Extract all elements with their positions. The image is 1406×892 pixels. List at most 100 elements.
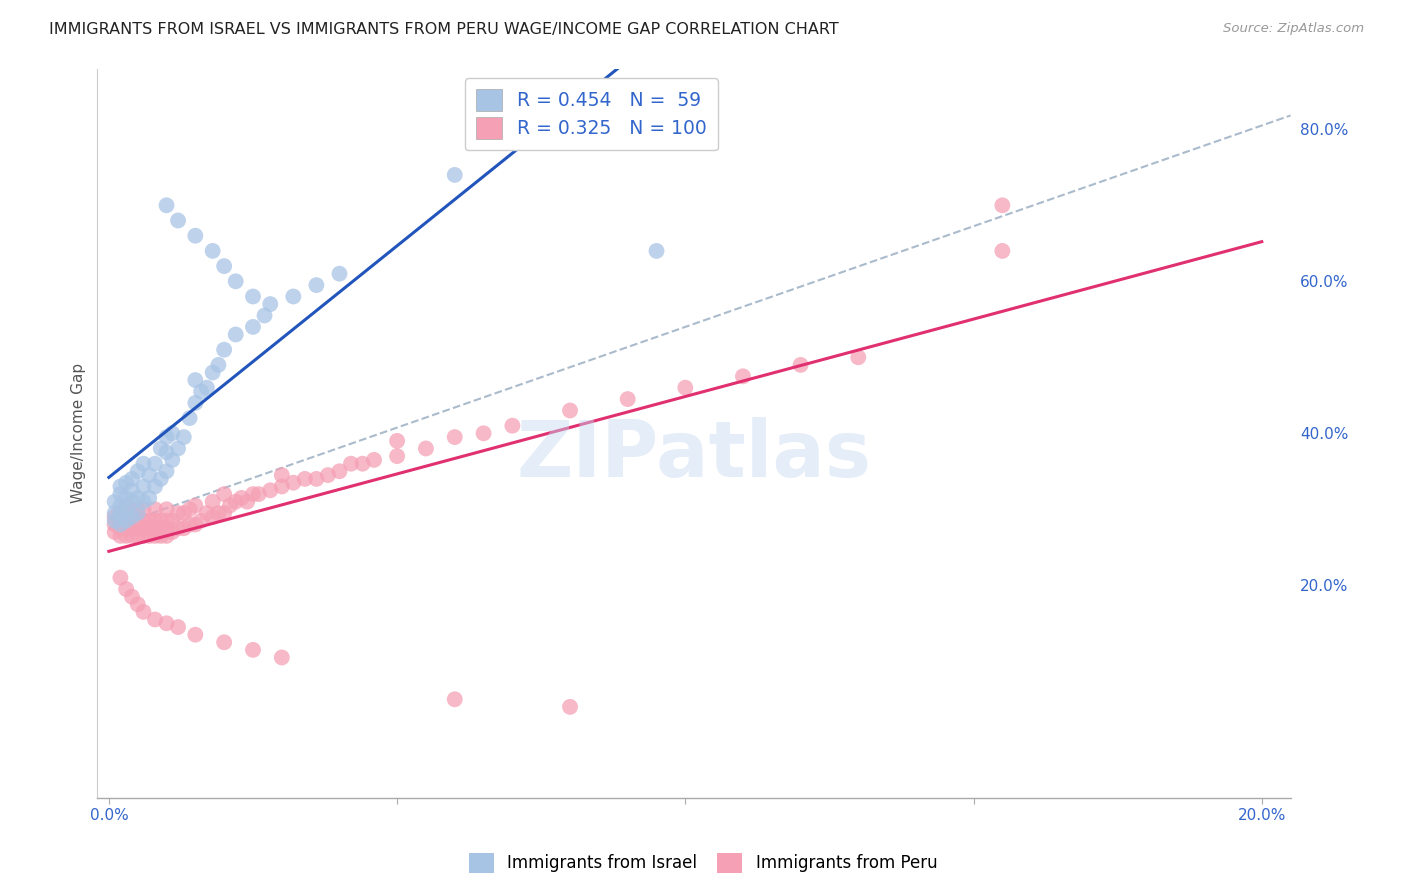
Point: [115, 521, 138, 535]
Point: [138, 468, 160, 483]
Point: [115, 475, 138, 490]
Point: [132, 514, 155, 528]
Point: [104, 494, 127, 508]
Point: [104, 517, 127, 532]
Point: [195, 381, 218, 395]
Point: [212, 343, 235, 357]
Point: [363, 453, 385, 467]
Point: [138, 491, 160, 505]
Point: [283, 289, 305, 303]
Point: [110, 529, 132, 543]
Point: [415, 442, 437, 456]
Text: Source: ZipAtlas.com: Source: ZipAtlas.com: [1223, 22, 1364, 36]
Point: [270, 468, 292, 483]
Point: [201, 494, 224, 508]
Point: [212, 506, 235, 520]
Point: [991, 198, 1014, 212]
Point: [173, 521, 195, 535]
Point: [558, 403, 581, 417]
Point: [846, 351, 869, 365]
Point: [127, 514, 149, 528]
Point: [104, 514, 127, 528]
Point: [616, 392, 638, 406]
Point: [443, 168, 465, 182]
Point: [190, 384, 212, 399]
Point: [167, 506, 190, 520]
Point: [201, 509, 224, 524]
Point: [162, 525, 184, 540]
Point: [132, 605, 155, 619]
Point: [443, 430, 465, 444]
Point: [162, 514, 184, 528]
Point: [207, 506, 229, 520]
Point: [443, 692, 465, 706]
Point: [162, 426, 184, 441]
Point: [173, 430, 195, 444]
Point: [155, 616, 177, 631]
Point: [340, 457, 363, 471]
Point: [225, 327, 247, 342]
Point: [110, 571, 132, 585]
Point: [212, 635, 235, 649]
Point: [121, 521, 143, 535]
Point: [143, 612, 166, 626]
Point: [138, 529, 160, 543]
Point: [104, 509, 127, 524]
Point: [155, 198, 177, 212]
Point: [242, 319, 264, 334]
Point: [179, 411, 201, 425]
Point: [328, 267, 350, 281]
Point: [155, 430, 177, 444]
Point: [138, 514, 160, 528]
Point: [173, 506, 195, 520]
Point: [184, 499, 207, 513]
Point: [115, 506, 138, 520]
Point: [155, 502, 177, 516]
Point: [132, 521, 155, 535]
Point: [149, 472, 172, 486]
Point: [155, 529, 177, 543]
Point: [789, 358, 811, 372]
Point: [184, 396, 207, 410]
Point: [127, 597, 149, 611]
Point: [236, 494, 259, 508]
Point: [673, 381, 696, 395]
Point: [115, 502, 138, 516]
Point: [501, 418, 523, 433]
Point: [184, 517, 207, 532]
Point: [121, 509, 143, 524]
Point: [225, 274, 247, 288]
Point: [294, 472, 316, 486]
Point: [242, 289, 264, 303]
Point: [231, 491, 253, 505]
Point: [645, 244, 668, 258]
Point: [259, 297, 281, 311]
Point: [201, 366, 224, 380]
Point: [259, 483, 281, 498]
Point: [149, 442, 172, 456]
Point: [110, 487, 132, 501]
Legend: Immigrants from Israel, Immigrants from Peru: Immigrants from Israel, Immigrants from …: [463, 847, 943, 880]
Point: [143, 457, 166, 471]
Point: [352, 457, 374, 471]
Point: [143, 479, 166, 493]
Point: [121, 483, 143, 498]
Point: [212, 487, 235, 501]
Point: [121, 494, 143, 508]
Point: [115, 491, 138, 505]
Point: [110, 521, 132, 535]
Point: [179, 517, 201, 532]
Point: [132, 529, 155, 543]
Point: [149, 514, 172, 528]
Point: [104, 525, 127, 540]
Point: [110, 499, 132, 513]
Point: [127, 506, 149, 520]
Text: ZIPatlas: ZIPatlas: [516, 417, 872, 493]
Point: [110, 479, 132, 493]
Point: [132, 502, 155, 516]
Point: [305, 278, 328, 293]
Point: [207, 358, 229, 372]
Point: [167, 521, 190, 535]
Point: [110, 514, 132, 528]
Point: [149, 521, 172, 535]
